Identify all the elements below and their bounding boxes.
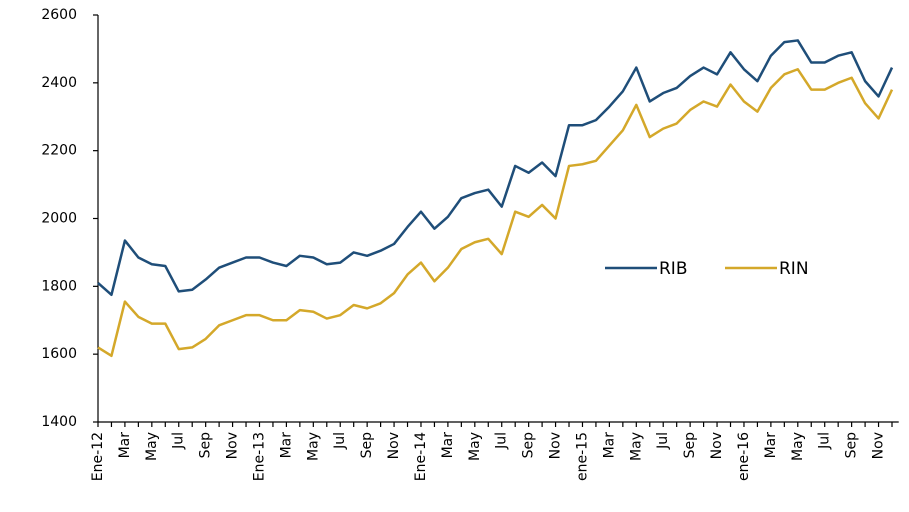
y-tick-label: 2200 (41, 143, 77, 159)
series-line (97, 68, 894, 358)
x-tick-label: May (305, 432, 321, 461)
x-tick-label: Jul (655, 432, 671, 450)
x-tick-label: ene-16 (736, 432, 752, 481)
x-tick-label: Nov (225, 432, 241, 459)
x-tick-label: Jul (817, 432, 833, 450)
x-tick-label: Nov (871, 432, 887, 459)
x-tick-label: Ene-14 (413, 432, 429, 481)
x-tick-label: Mar (440, 432, 456, 459)
y-tick-label: 1400 (41, 414, 77, 430)
x-tick-label: Nov (709, 432, 725, 459)
x-tick-label: Nov (386, 432, 402, 459)
x-tick-label: May (467, 432, 483, 461)
y-tick-label: 1600 (41, 346, 77, 362)
x-tick-label: Jul (332, 432, 348, 450)
x-tick-label: Sep (521, 432, 537, 459)
x-tick-label: Mar (763, 432, 779, 459)
x-tick-label: Mar (117, 432, 133, 459)
y-tick-label: 2400 (41, 75, 77, 91)
legend-label: RIB (659, 259, 688, 279)
series-line (97, 39, 894, 297)
x-tick-label: Jul (171, 432, 187, 450)
y-tick-label: 1800 (41, 278, 77, 294)
x-tick-label: Sep (844, 432, 860, 459)
x-tick-label: Mar (601, 432, 617, 459)
x-tick-label: Ene-13 (251, 432, 267, 481)
x-tick-label: May (144, 432, 160, 461)
x-tick-label: ene-15 (574, 432, 590, 481)
x-tick-label: Sep (198, 432, 214, 459)
x-tick-label: May (628, 432, 644, 461)
x-tick-label: Mar (278, 432, 294, 459)
y-tick-label: 2000 (41, 211, 77, 227)
x-tick-label: May (790, 432, 806, 461)
x-tick-label: Ene-12 (90, 432, 106, 481)
legend-label: RIN (779, 259, 809, 279)
x-tick-label: Jul (494, 432, 510, 450)
x-tick-label: Sep (359, 432, 375, 459)
x-tick-label: Nov (548, 432, 564, 459)
y-tick-label: 2600 (41, 7, 77, 23)
x-tick-label: Sep (682, 432, 698, 459)
